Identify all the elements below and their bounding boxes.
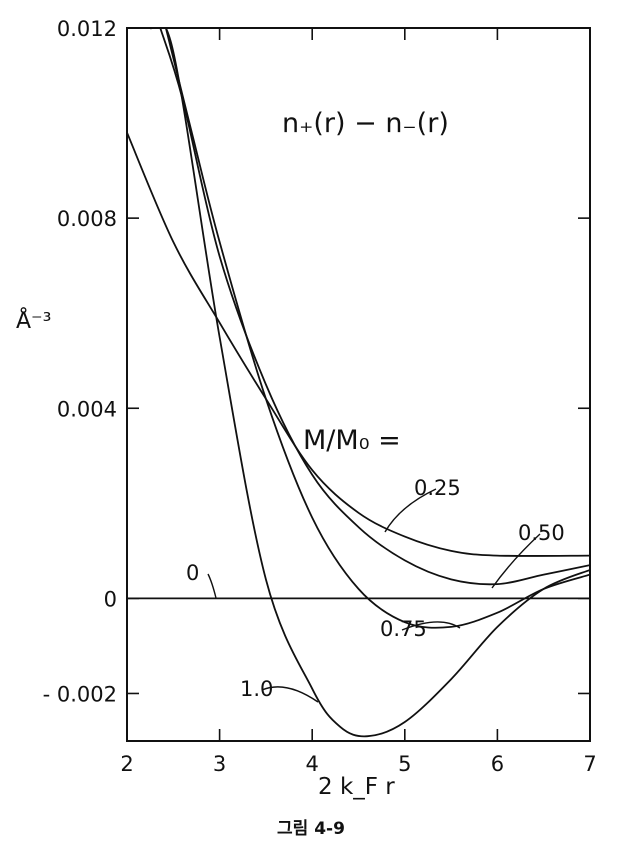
y-tick-label: 0.008 xyxy=(57,207,117,231)
x-tick-label: 6 xyxy=(491,752,504,776)
x-tick-label: 3 xyxy=(213,752,226,776)
series-label: 0.75 xyxy=(380,617,427,641)
series-line-0-25 xyxy=(127,132,590,557)
series-label: 0.50 xyxy=(518,521,565,545)
y-tick-label: 0.004 xyxy=(57,397,117,421)
series-pointer xyxy=(261,686,319,703)
y-tick-label: 0 xyxy=(104,587,117,611)
series-pointer xyxy=(491,533,541,589)
y-axis-label: Å⁻³ xyxy=(16,307,51,334)
series-label: 0.25 xyxy=(414,476,461,500)
x-axis-label: 2 k_F r xyxy=(318,774,395,800)
y-tick-label: 0.012 xyxy=(57,17,117,41)
chart-title: n₊(r) − n₋(r) xyxy=(282,108,449,139)
series-line-0-75 xyxy=(165,28,590,629)
x-tick-label: 4 xyxy=(306,752,319,776)
x-tick-label: 2 xyxy=(120,752,133,776)
series-label: 1.0 xyxy=(240,677,273,701)
series-pointer xyxy=(384,488,437,533)
series-line-1-0 xyxy=(149,28,590,738)
y-tick-label: - 0.002 xyxy=(43,682,117,706)
series-pointer xyxy=(401,621,461,631)
figure-caption: 그림 4-9 xyxy=(277,819,345,839)
series-layer xyxy=(127,28,590,738)
series-label: 0 xyxy=(186,561,199,585)
legend-title: M/M₀ = xyxy=(303,425,401,456)
series-pointer xyxy=(207,573,217,599)
series-line-0-50 xyxy=(159,28,590,586)
x-tick-label: 5 xyxy=(398,752,411,776)
ticks-layer xyxy=(126,27,591,741)
plot-frame xyxy=(126,27,591,742)
labels-layer: 2 3 4 5 6 7 0.012 0.008 0.004 0 - 0.002 0 0.25 0.50 0.… xyxy=(43,17,597,776)
x-tick-label: 7 xyxy=(583,752,596,776)
